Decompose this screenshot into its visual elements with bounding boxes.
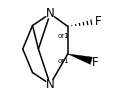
- Text: F: F: [94, 15, 101, 28]
- Text: or1: or1: [58, 33, 69, 39]
- Polygon shape: [67, 54, 92, 64]
- Text: F: F: [91, 56, 98, 69]
- Text: or1: or1: [58, 58, 69, 64]
- Text: N: N: [45, 7, 54, 20]
- Text: N: N: [45, 78, 54, 91]
